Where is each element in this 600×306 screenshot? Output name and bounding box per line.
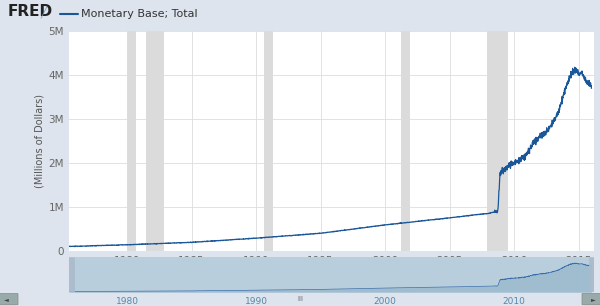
Bar	[127, 31, 136, 251]
Text: ◄: ◄	[4, 297, 9, 302]
Text: Monetary Base; Total: Monetary Base; Total	[81, 9, 197, 19]
Text: III: III	[297, 296, 303, 302]
Text: ╱: ╱	[41, 7, 47, 18]
Bar	[487, 31, 508, 251]
Bar	[264, 31, 273, 251]
FancyBboxPatch shape	[0, 293, 18, 305]
Text: ►: ►	[591, 297, 596, 302]
Text: FRED: FRED	[7, 4, 52, 19]
Bar	[401, 31, 410, 251]
Y-axis label: (Millions of Dollars): (Millions of Dollars)	[34, 94, 44, 188]
FancyBboxPatch shape	[582, 293, 600, 305]
Bar	[146, 31, 164, 251]
